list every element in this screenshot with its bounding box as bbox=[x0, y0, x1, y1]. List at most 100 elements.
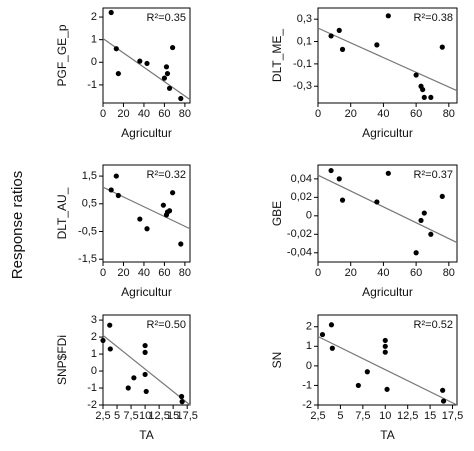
y-tick-label: -1,5 bbox=[78, 253, 97, 265]
y-tick-label: 1 bbox=[91, 34, 97, 46]
point bbox=[144, 60, 150, 67]
point bbox=[164, 70, 171, 77]
point bbox=[339, 197, 346, 203]
point bbox=[115, 70, 121, 77]
x-tick-label: 40 bbox=[377, 108, 389, 120]
y-tick-label: 0 bbox=[306, 210, 312, 222]
point bbox=[440, 387, 446, 393]
point bbox=[328, 167, 334, 174]
point bbox=[113, 46, 119, 52]
point bbox=[355, 382, 361, 389]
point bbox=[413, 72, 419, 78]
point bbox=[178, 95, 184, 102]
x-tick-label: 5 bbox=[114, 410, 120, 422]
plot-frame bbox=[102, 7, 191, 104]
x-tick-label: 7,5 bbox=[355, 410, 370, 422]
y-axis-label: PGF_GE_p bbox=[55, 24, 69, 86]
point bbox=[382, 349, 388, 355]
point bbox=[125, 385, 131, 391]
point bbox=[100, 337, 106, 344]
r-squared: R²=0.32 bbox=[147, 169, 186, 181]
point bbox=[319, 331, 326, 338]
plot-frame bbox=[102, 164, 191, 263]
y-axis-label: DLT_AU_ bbox=[55, 187, 69, 239]
point bbox=[385, 170, 391, 176]
y-tick-label: 0,1 bbox=[297, 35, 312, 47]
point bbox=[166, 208, 173, 214]
point bbox=[428, 231, 434, 237]
y-tick-label: -1 bbox=[87, 79, 97, 91]
point bbox=[142, 371, 148, 378]
x-tick-label: 2,5 bbox=[95, 410, 110, 422]
point bbox=[143, 388, 149, 395]
point bbox=[374, 199, 380, 205]
point bbox=[336, 27, 342, 33]
x-tick-label: 17,5 bbox=[442, 410, 463, 422]
x-tick-label: 20 bbox=[117, 267, 129, 279]
x-axis-label: TA bbox=[380, 428, 394, 442]
point bbox=[142, 342, 148, 349]
point bbox=[428, 94, 434, 101]
r-squared: R²=0.35 bbox=[147, 12, 186, 24]
x-tick-label: 0 bbox=[100, 108, 106, 120]
y-tick-label: -1 bbox=[87, 382, 97, 394]
x-tick-label: 40 bbox=[138, 108, 150, 120]
point bbox=[170, 190, 176, 196]
y-tick-label: 1 bbox=[306, 340, 312, 352]
point bbox=[166, 85, 173, 91]
x-tick-label: 60 bbox=[410, 267, 422, 279]
point bbox=[131, 375, 137, 381]
y-axis-label: GBE bbox=[270, 201, 284, 226]
fit-line bbox=[102, 334, 191, 406]
x-tick-label: 80 bbox=[179, 267, 191, 279]
x-tick-label: 10 bbox=[379, 410, 391, 422]
point bbox=[440, 398, 447, 404]
y-tick-label: 0 bbox=[91, 365, 97, 377]
x-axis-label: Agricultur bbox=[121, 126, 172, 140]
y-tick-label: 0 bbox=[91, 56, 97, 68]
x-tick-label: 15 bbox=[167, 410, 179, 422]
point bbox=[328, 33, 334, 39]
plot-frame bbox=[317, 7, 458, 104]
point bbox=[336, 176, 342, 182]
fit-line bbox=[317, 27, 458, 92]
plot-frame bbox=[317, 314, 458, 406]
y-axis-label: DLT_ME_ bbox=[270, 29, 284, 82]
y-tick-label: 0,02 bbox=[291, 191, 312, 203]
y-tick-label: -2 bbox=[87, 399, 97, 411]
y-tick-label: 1 bbox=[91, 348, 97, 360]
point bbox=[108, 9, 114, 16]
point bbox=[339, 46, 346, 52]
point bbox=[115, 192, 121, 199]
y-tick-label: -0,02 bbox=[287, 228, 312, 240]
x-axis-label: TA bbox=[139, 428, 153, 442]
y-tick-label: -0,5 bbox=[78, 225, 97, 237]
y-tick-label: 0,04 bbox=[291, 173, 312, 185]
point bbox=[439, 193, 445, 200]
fit-line bbox=[102, 186, 191, 230]
x-tick-label: 17,5 bbox=[176, 410, 197, 422]
point bbox=[107, 322, 113, 328]
point bbox=[179, 399, 185, 405]
x-tick-label: 2,5 bbox=[310, 410, 325, 422]
point bbox=[170, 44, 176, 51]
y-tick-label: -1 bbox=[302, 379, 312, 391]
r-squared: R²=0.50 bbox=[147, 319, 186, 331]
point bbox=[329, 345, 335, 351]
point bbox=[421, 94, 427, 101]
y-tick-label: 2 bbox=[91, 331, 97, 343]
point bbox=[163, 64, 170, 70]
x-axis-label: Agricultur bbox=[362, 285, 413, 299]
point bbox=[418, 217, 424, 224]
point bbox=[178, 393, 185, 400]
point bbox=[113, 173, 119, 179]
x-tick-label: 40 bbox=[377, 267, 389, 279]
y-tick-label: 2 bbox=[306, 321, 312, 333]
y-tick-label: 1,5 bbox=[82, 170, 97, 182]
r-squared: R²=0.52 bbox=[414, 319, 453, 331]
plot-frame bbox=[317, 164, 458, 263]
point bbox=[413, 250, 419, 256]
y-tick-label: -0,3 bbox=[293, 80, 312, 92]
point bbox=[108, 187, 114, 193]
